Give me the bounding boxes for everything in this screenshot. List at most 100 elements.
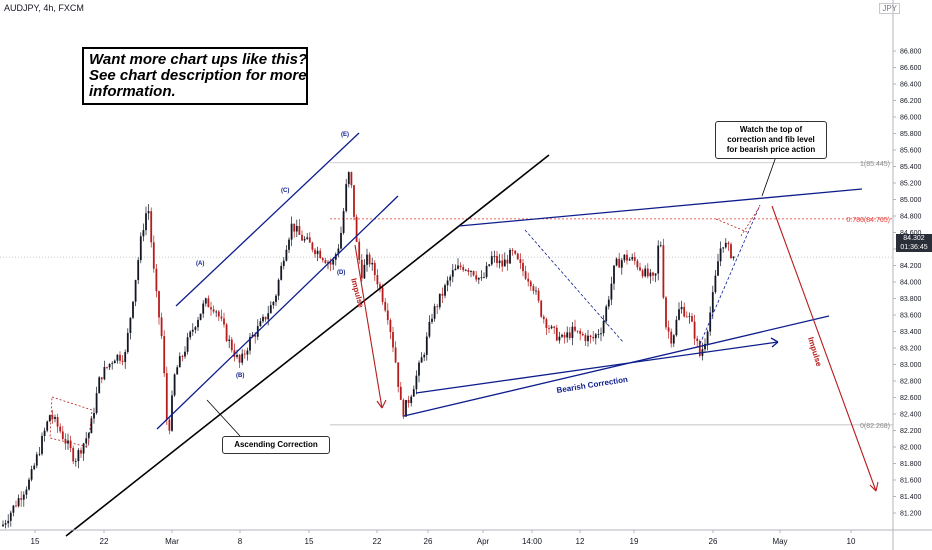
candle-body xyxy=(319,250,322,259)
candle-body xyxy=(295,225,298,232)
candle-body xyxy=(571,326,574,338)
candle-body xyxy=(215,311,218,313)
candle-body xyxy=(61,431,64,439)
candle-body xyxy=(212,309,215,312)
candle-body xyxy=(158,291,160,318)
candle-body xyxy=(124,352,127,362)
candle-body xyxy=(428,321,431,337)
candle-body xyxy=(431,318,433,322)
candle-body xyxy=(498,260,501,264)
price-tick-label: 81.600 xyxy=(900,478,922,485)
candle-body xyxy=(303,238,306,241)
candle-body xyxy=(171,395,173,431)
candle-body xyxy=(340,232,342,249)
candle-body xyxy=(100,377,103,380)
candle-body xyxy=(202,303,205,314)
candle-body xyxy=(425,336,428,355)
candle-body xyxy=(691,316,693,322)
currency-badge[interactable]: JPY xyxy=(879,3,900,14)
wave-label-e: (E) xyxy=(341,132,349,138)
candle-body xyxy=(301,234,303,241)
candle-body xyxy=(243,353,246,355)
candle-body xyxy=(704,343,706,350)
candle-body xyxy=(610,283,613,300)
candle-body xyxy=(724,242,727,248)
time-axis[interactable]: 15 22 Mar 8 15 22 26 Apr 14:00 12 19 26 May 10 xyxy=(0,529,932,546)
candle-body xyxy=(308,237,311,243)
candle-body xyxy=(623,254,626,261)
candle-body xyxy=(662,245,665,298)
candle-body xyxy=(620,260,623,268)
candle-body xyxy=(717,261,719,276)
candle-body xyxy=(548,327,550,329)
price-tick-label: 86.200 xyxy=(900,98,922,105)
price-tick-label: 84.800 xyxy=(900,214,922,221)
candle-body xyxy=(714,275,717,293)
candle-body xyxy=(106,367,108,368)
trendline-black xyxy=(65,154,550,537)
candle-body xyxy=(376,275,379,285)
candle-body xyxy=(282,260,285,266)
time-tick-label: 15 xyxy=(31,537,40,546)
price-axis[interactable]: 81.200 81.400 81.600 81.800 82.000 82.200 82.4… xyxy=(892,0,922,550)
candle-body xyxy=(238,354,241,363)
candle-body xyxy=(324,260,327,264)
candle-body xyxy=(56,416,59,427)
candle-body xyxy=(43,430,46,436)
candle-body xyxy=(342,211,345,233)
candle-body xyxy=(670,331,673,344)
candle-body xyxy=(394,347,397,363)
candle-body xyxy=(165,373,168,420)
candle-body xyxy=(384,301,387,311)
candle-body xyxy=(397,362,400,387)
candle-body xyxy=(72,448,75,462)
price-tick-label: 83.600 xyxy=(900,313,922,320)
candle-body xyxy=(407,399,410,404)
price-tick-label: 86.800 xyxy=(900,49,922,56)
candle-body xyxy=(511,250,514,251)
candle-body xyxy=(659,245,662,247)
time-tick-label: 26 xyxy=(424,537,433,546)
candle-body xyxy=(48,415,51,422)
candle-body xyxy=(719,248,722,262)
candle-body xyxy=(366,254,368,265)
candle-body xyxy=(405,399,407,417)
candle-body xyxy=(262,316,264,322)
candle-body xyxy=(688,316,691,317)
time-tick-label: 12 xyxy=(576,537,585,546)
candle-body xyxy=(194,327,197,330)
price-tick-label: 82.600 xyxy=(900,395,922,402)
candle-body xyxy=(321,258,324,261)
candle-body xyxy=(467,270,470,272)
candle-body xyxy=(147,211,150,214)
candle-body xyxy=(204,298,207,304)
candle-body xyxy=(529,281,532,287)
projection-dashed xyxy=(715,205,761,237)
candle-body xyxy=(41,435,43,454)
price-tick-label: 86.000 xyxy=(900,115,922,122)
promo-line: See chart description for more xyxy=(89,67,307,84)
symbol-label[interactable]: AUDJPY, 4h, FXCM xyxy=(4,3,84,13)
candle-body xyxy=(550,326,553,329)
candle-body xyxy=(113,360,116,364)
candle-body xyxy=(254,334,257,337)
candle-body xyxy=(298,225,301,235)
candle-body xyxy=(178,356,181,368)
candle-body xyxy=(441,293,444,296)
candle-body xyxy=(706,331,709,344)
candle-body xyxy=(33,465,36,470)
candle-body xyxy=(46,421,49,431)
candle-body xyxy=(269,305,272,314)
candle-body xyxy=(15,505,17,507)
candle-body xyxy=(545,319,548,328)
candle-body xyxy=(108,363,111,368)
candle-body xyxy=(316,250,319,255)
candle-body xyxy=(249,336,251,351)
candle-body xyxy=(191,329,194,332)
candle-body xyxy=(410,396,413,404)
candle-body xyxy=(129,317,132,333)
candle-body xyxy=(602,321,605,334)
candle-body xyxy=(77,450,80,462)
price-tick-label: 84.000 xyxy=(900,280,922,287)
